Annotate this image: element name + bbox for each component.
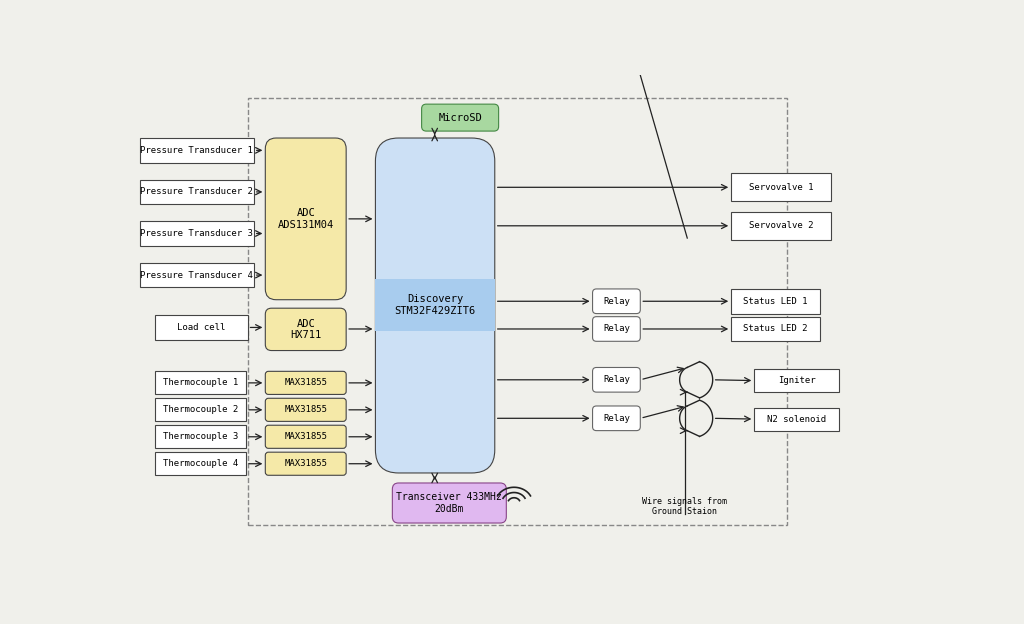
Text: Load cell: Load cell: [177, 323, 225, 332]
Text: Relay: Relay: [603, 297, 630, 306]
Bar: [156, 425, 246, 448]
Text: MicroSD: MicroSD: [438, 112, 482, 122]
Text: Pressure Transducer 1: Pressure Transducer 1: [140, 146, 253, 155]
Text: Transceiver 433MHz
20dBm: Transceiver 433MHz 20dBm: [396, 492, 502, 514]
FancyBboxPatch shape: [392, 483, 506, 523]
Bar: [755, 369, 839, 392]
Text: Status LED 1: Status LED 1: [743, 297, 808, 306]
FancyBboxPatch shape: [593, 406, 640, 431]
FancyBboxPatch shape: [422, 104, 499, 131]
FancyBboxPatch shape: [265, 138, 346, 300]
Bar: [248, 98, 786, 525]
Text: MAX31855: MAX31855: [285, 432, 328, 441]
FancyBboxPatch shape: [265, 452, 346, 475]
Text: Thermocouple 2: Thermocouple 2: [163, 406, 239, 414]
Text: Relay: Relay: [603, 414, 630, 423]
Bar: [140, 221, 254, 246]
Text: Thermocouple 3: Thermocouple 3: [163, 432, 239, 441]
Text: Servovalve 2: Servovalve 2: [749, 222, 813, 230]
FancyBboxPatch shape: [593, 289, 640, 314]
FancyBboxPatch shape: [265, 425, 346, 448]
Text: Pressure Transducer 4: Pressure Transducer 4: [140, 271, 253, 280]
Text: Status LED 2: Status LED 2: [743, 324, 808, 333]
FancyBboxPatch shape: [265, 308, 346, 351]
Text: Wire signals from
Ground Staion: Wire signals from Ground Staion: [642, 497, 727, 516]
Text: Relay: Relay: [603, 375, 630, 384]
FancyBboxPatch shape: [265, 398, 346, 421]
Bar: [140, 180, 254, 204]
Text: Pressure Transducer 2: Pressure Transducer 2: [140, 187, 253, 197]
Text: Igniter: Igniter: [778, 376, 815, 385]
FancyBboxPatch shape: [265, 371, 346, 394]
Text: ADC
HX711: ADC HX711: [290, 319, 322, 340]
Text: MAX31855: MAX31855: [285, 406, 328, 414]
Text: Relay: Relay: [603, 324, 630, 333]
Text: MAX31855: MAX31855: [285, 459, 328, 468]
Bar: [156, 398, 246, 421]
Bar: [140, 263, 254, 288]
Bar: [156, 452, 246, 475]
Text: Pressure Transducer 3: Pressure Transducer 3: [140, 229, 253, 238]
Bar: [731, 316, 819, 341]
FancyBboxPatch shape: [593, 316, 640, 341]
Bar: [376, 279, 495, 331]
Bar: [755, 407, 839, 431]
Bar: [156, 371, 246, 394]
Bar: [156, 315, 248, 339]
Text: ADC
ADS131M04: ADC ADS131M04: [278, 208, 334, 230]
Text: Servovalve 1: Servovalve 1: [749, 183, 813, 192]
FancyBboxPatch shape: [376, 138, 495, 473]
Text: Thermocouple 4: Thermocouple 4: [163, 459, 239, 468]
Text: Discovery
STM32F429ZIT6: Discovery STM32F429ZIT6: [394, 295, 476, 316]
Text: MAX31855: MAX31855: [285, 378, 328, 388]
FancyBboxPatch shape: [593, 368, 640, 392]
Text: Thermocouple 1: Thermocouple 1: [163, 378, 239, 388]
Bar: [731, 173, 831, 201]
Bar: [731, 212, 831, 240]
Bar: [731, 289, 819, 314]
Text: N2 solenoid: N2 solenoid: [767, 414, 826, 424]
Bar: [140, 138, 254, 163]
